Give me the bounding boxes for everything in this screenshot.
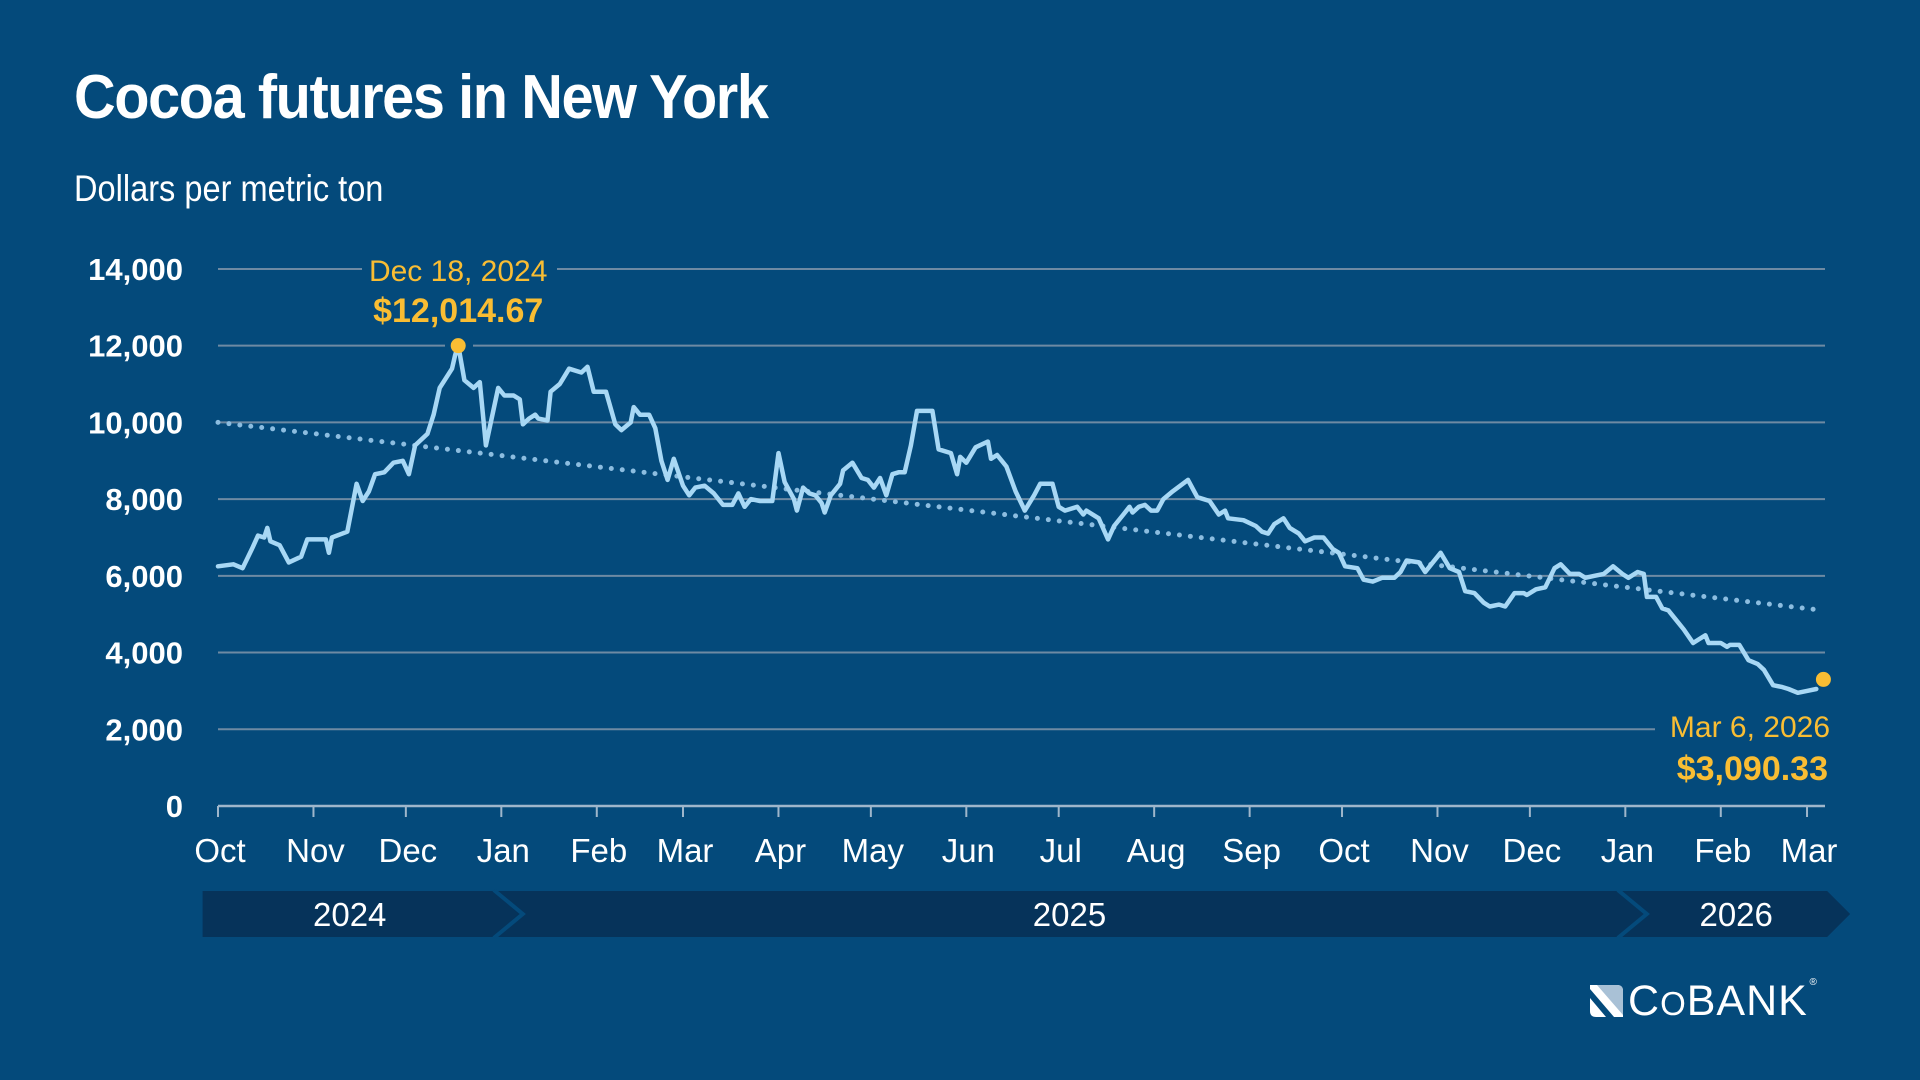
- year-label: 2025: [1033, 896, 1106, 933]
- x-tick-label: Nov: [286, 832, 345, 869]
- latest-date-label: Mar 6, 2026: [1670, 711, 1830, 744]
- x-tick-label: Apr: [755, 832, 806, 869]
- year-segment: [495, 891, 1644, 937]
- x-tick-label: Aug: [1127, 832, 1186, 869]
- x-axis: Oct Nov Dec Jan Feb Mar Apr May Jun Jul Aug Sep Oct N…: [194, 804, 1838, 869]
- x-tick-label: Feb: [1694, 832, 1751, 869]
- y-tick-label: 2,000: [105, 712, 183, 747]
- x-tick-label: Mar: [657, 832, 714, 869]
- y-tick-label: 0: [166, 789, 183, 824]
- chart-title: Cocoa futures in New York: [74, 63, 769, 132]
- latest-value-label: $3,090.33: [1677, 750, 1828, 788]
- logo-letters-bank: BANK: [1686, 976, 1808, 1025]
- x-tick-label: Jul: [1040, 832, 1082, 869]
- peak-date-label: Dec 18, 2024: [369, 255, 547, 288]
- x-tick-label: Oct: [1318, 832, 1369, 869]
- logo-letter-c: C: [1628, 976, 1661, 1025]
- year-label: 2026: [1699, 896, 1772, 933]
- peak-marker: [450, 338, 466, 354]
- y-axis-labels: 2,000 4,000 6,000 8,000 10,000 12,000 14,000 0: [88, 252, 183, 824]
- y-tick-label: 4,000: [105, 636, 183, 671]
- x-tick-label: Jun: [942, 832, 995, 869]
- x-tick-label: May: [842, 832, 905, 869]
- cobank-mark-icon: [1590, 985, 1623, 1017]
- x-tick-label: Oct: [194, 832, 245, 869]
- year-segment: [1622, 891, 1851, 937]
- chart-subtitle: Dollars per metric ton: [74, 168, 384, 209]
- x-tick-label: Jan: [477, 832, 530, 869]
- x-tick-label: Mar: [1781, 832, 1838, 869]
- x-tick-label: Sep: [1222, 832, 1281, 869]
- year-band: 2024 2025 2026: [202, 888, 1851, 940]
- y-tick-label: 14,000: [88, 252, 183, 287]
- x-tick-label: Jan: [1601, 832, 1654, 869]
- year-label: 2024: [313, 896, 386, 933]
- y-tick-label: 6,000: [105, 559, 183, 594]
- latest-marker: [1815, 671, 1831, 687]
- cobank-logo: COBANK ®: [1590, 976, 1817, 1025]
- x-tick-label: Dec: [1503, 832, 1562, 869]
- cobank-wordmark: COBANK ®: [1628, 976, 1817, 1025]
- x-tick-label: Nov: [1410, 832, 1469, 869]
- y-tick-label: 10,000: [88, 405, 183, 440]
- year-segment: [202, 891, 520, 937]
- peak-value-label: $12,014.67: [373, 292, 543, 330]
- year-separator: [1616, 888, 1650, 940]
- y-tick-label: 12,000: [88, 329, 183, 364]
- x-tick-label: Dec: [379, 832, 438, 869]
- registered-mark: ®: [1809, 976, 1818, 988]
- x-tick-label: Feb: [570, 832, 627, 869]
- y-tick-label: 8,000: [105, 482, 183, 517]
- logo-letter-o: O: [1660, 984, 1687, 1022]
- trend-line: [215, 419, 1825, 613]
- price-line: [215, 342, 1819, 696]
- annotations: Dec 18, 2024 $12,014.67 Mar 6, 2026 $3,090.…: [369, 255, 1831, 788]
- year-separator: [492, 888, 526, 940]
